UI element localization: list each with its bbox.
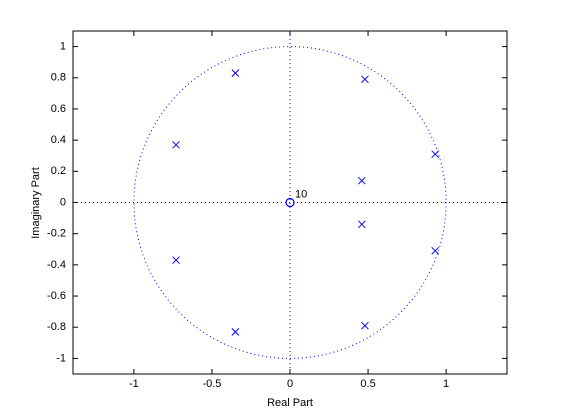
y-tick-label: 0 (60, 196, 66, 208)
pole-stroke (431, 246, 440, 255)
x-tick-label: -0.5 (202, 378, 221, 390)
pole-marker (357, 176, 366, 185)
point-label: 10 (295, 188, 307, 200)
unit-circle (133, 46, 447, 359)
y-tick-label: -0.2 (47, 228, 66, 240)
y-axis-label: Imaginary Part (30, 167, 42, 239)
pole-marker (431, 246, 440, 255)
pole-marker (357, 220, 366, 229)
y-tick-label: -0.4 (47, 259, 66, 271)
pole-marker (172, 140, 180, 149)
pole-stroke (231, 69, 240, 77)
pole-stroke (172, 140, 180, 149)
x-tick-label: 0 (287, 378, 293, 390)
y-tick-label: -0.6 (47, 290, 66, 302)
pole-stroke (172, 256, 180, 265)
y-tick-label: 0.8 (51, 72, 66, 84)
x-tick-label: 0.5 (360, 378, 375, 390)
pole-marker (231, 328, 240, 336)
pole-stroke (431, 150, 440, 159)
y-tick-label: 1 (60, 40, 66, 52)
pole-stroke (361, 75, 369, 84)
zero-marker (285, 197, 295, 208)
pole-marker (361, 321, 369, 330)
x-axis-label: Real Part (267, 397, 313, 409)
pole-marker (172, 256, 180, 265)
pole-stroke (357, 176, 366, 185)
pole-stroke (357, 220, 366, 229)
x-tick-label: 1 (443, 378, 449, 390)
y-tick-label: 0.6 (51, 103, 66, 115)
y-tick-label: 0.2 (51, 165, 66, 177)
pole-marker (231, 69, 240, 77)
y-tick-label: -1 (56, 352, 66, 364)
y-tick-label: -0.8 (47, 321, 66, 333)
y-tick-label: 0.4 (51, 134, 66, 146)
pole-marker (431, 150, 440, 159)
axes-box (72, 30, 508, 375)
x-tick-label: -1 (129, 378, 139, 390)
pole-stroke (231, 328, 240, 336)
pole-stroke (361, 321, 369, 330)
pole-marker (361, 75, 369, 84)
